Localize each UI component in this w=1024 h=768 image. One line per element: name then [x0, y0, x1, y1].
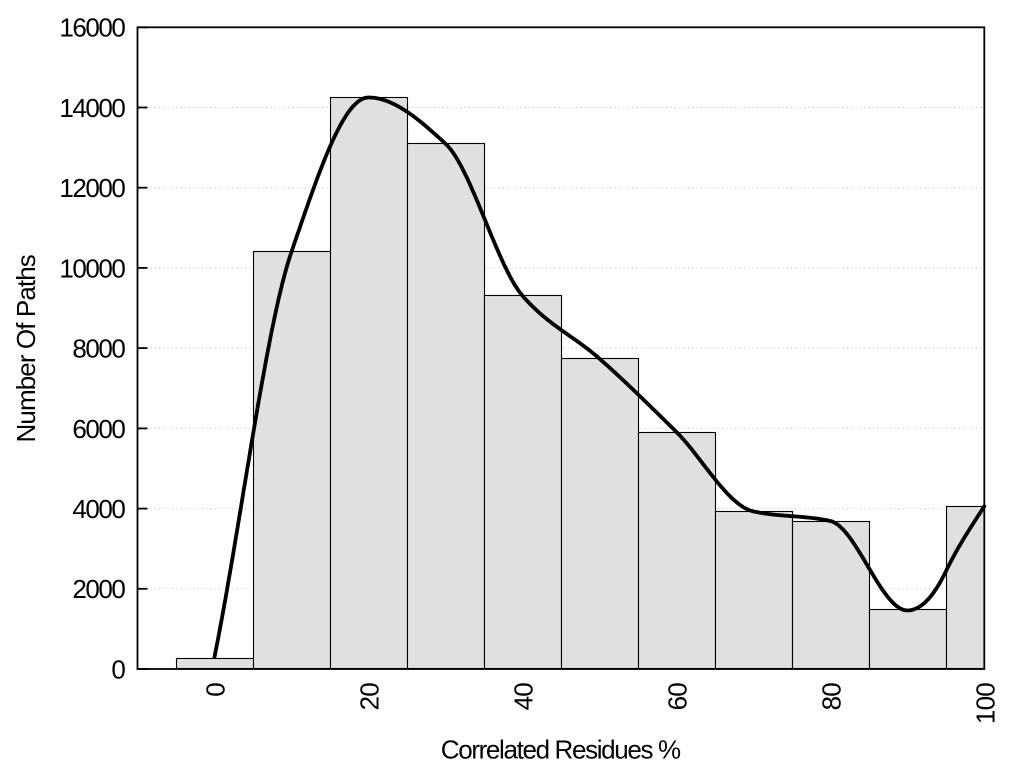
svg-text:6000: 6000: [72, 414, 125, 444]
svg-text:80: 80: [816, 683, 846, 711]
svg-text:16000: 16000: [59, 13, 125, 43]
svg-text:14000: 14000: [59, 93, 125, 123]
svg-text:12000: 12000: [59, 173, 125, 203]
svg-text:2000: 2000: [72, 574, 125, 604]
svg-text:100: 100: [970, 683, 1000, 724]
svg-text:10000: 10000: [59, 253, 125, 283]
svg-text:0: 0: [111, 654, 125, 684]
svg-text:40: 40: [509, 683, 539, 711]
svg-text:8000: 8000: [72, 334, 125, 364]
svg-text:Number Of Paths: Number Of Paths: [11, 254, 41, 442]
svg-text:0: 0: [201, 683, 231, 697]
svg-text:4000: 4000: [72, 494, 125, 524]
svg-text:60: 60: [663, 683, 693, 711]
svg-text:Correlated Residues %: Correlated Residues %: [441, 735, 681, 765]
svg-text:20: 20: [355, 683, 385, 711]
